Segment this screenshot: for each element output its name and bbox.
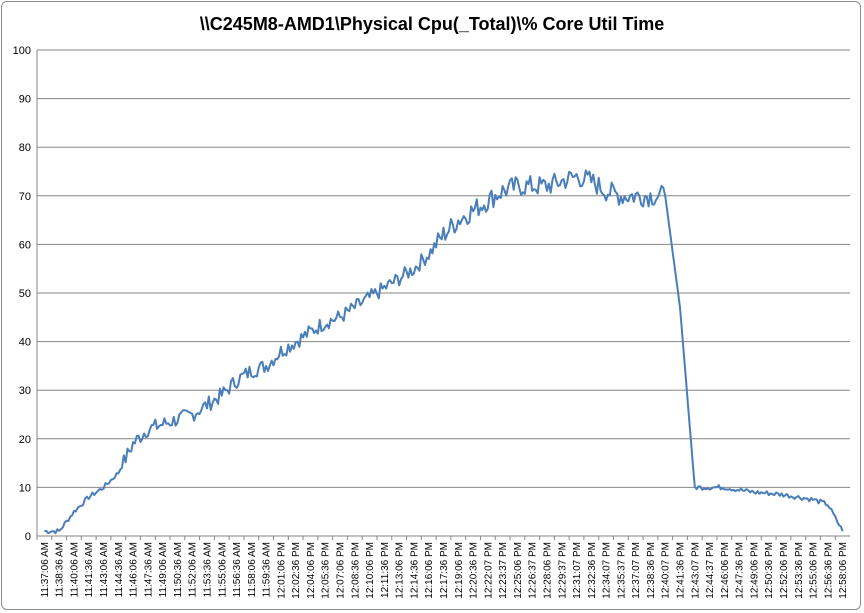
- x-tick-label: 12:53:36 PM: [794, 542, 805, 599]
- x-tick-label: 12:49:06 PM: [749, 542, 760, 599]
- x-tick-label: 12:04:06 PM: [306, 542, 317, 599]
- x-tick-label: 11:41:36 AM: [84, 542, 95, 597]
- x-tick-label: 12:32:36 PM: [587, 542, 598, 599]
- y-tick-label: 80: [19, 142, 31, 154]
- x-tick-label: 12:26:37 PM: [528, 542, 539, 599]
- x-tick-label: 12:23:37 PM: [498, 542, 509, 599]
- x-tick-label: 12:58:06 PM: [838, 542, 849, 599]
- x-tick-label: 12:25:06 PM: [513, 542, 524, 599]
- y-tick-label: 20: [19, 434, 31, 446]
- x-tick-label: 12:13:06 PM: [395, 542, 406, 599]
- x-tick-label: 12:11:36 PM: [380, 542, 391, 598]
- y-tick-label: 90: [19, 94, 31, 106]
- x-tick-label: 12:37:07 PM: [631, 542, 642, 599]
- x-tick-label: 12:34:07 PM: [602, 542, 613, 599]
- x-tick-label: 12:43:07 PM: [690, 542, 701, 599]
- x-tick-label: 12:22:07 PM: [483, 542, 494, 599]
- x-tick-label: 12:10:06 PM: [365, 542, 376, 599]
- x-tick-label: 12:05:36 PM: [321, 542, 332, 599]
- x-tick-label: 11:43:06 AM: [99, 542, 110, 597]
- x-tick-label: 11:50:36 AM: [173, 542, 184, 597]
- x-tick-label: 12:50:36 PM: [764, 542, 775, 599]
- x-axis-ticks: 11:37:06 AM 11:38:36 AM 11:40:06 AM 11:41:3…: [36, 536, 849, 599]
- series-line-cpu-util: [44, 169, 844, 535]
- x-tick-label: 12:41:36 PM: [676, 542, 687, 599]
- x-tick-label: 11:55:06 AM: [217, 542, 228, 597]
- x-tick-label: 12:19:06 PM: [454, 542, 465, 599]
- x-tick-label: 12:56:36 PM: [823, 542, 834, 599]
- y-tick-label: 10: [19, 482, 31, 494]
- x-tick-label: 11:58:06 AM: [247, 542, 258, 597]
- x-tick-label: 12:31:07 PM: [572, 542, 583, 599]
- x-tick-label: 12:35:37 PM: [616, 542, 627, 599]
- x-tick-label: 12:40:07 PM: [661, 542, 672, 599]
- x-tick-label: 11:52:06 AM: [188, 542, 199, 597]
- x-tick-label: 11:56:36 AM: [232, 542, 243, 597]
- x-tick-label: 12:47:36 PM: [735, 542, 746, 599]
- y-tick-label: 50: [19, 288, 31, 300]
- y-tick-label: 40: [19, 337, 31, 349]
- x-tick-label: 11:47:36 AM: [143, 542, 154, 597]
- y-tick-label: 30: [19, 385, 31, 397]
- x-tick-label: 12:17:36 PM: [439, 542, 450, 599]
- x-tick-label: 12:08:36 PM: [350, 542, 361, 599]
- x-tick-label: 12:38:36 PM: [646, 542, 657, 599]
- x-tick-label: 12:46:06 PM: [720, 542, 731, 599]
- x-tick-label: 12:29:37 PM: [557, 542, 568, 599]
- y-tick-label: 60: [19, 239, 31, 251]
- y-tick-label: 70: [19, 191, 31, 203]
- x-tick-label: 11:59:36 AM: [262, 542, 273, 597]
- y-axis-ticks: 0 10 20 30 40 50 60 70 80 90 100: [13, 45, 31, 543]
- x-tick-label: 12:28:06 PM: [542, 542, 553, 599]
- x-tick-label: 12:07:06 PM: [336, 542, 347, 599]
- x-tick-label: 11:46:06 AM: [129, 542, 140, 597]
- x-tick-label: 11:38:36 AM: [55, 542, 66, 597]
- x-tick-label: 12:01:06 PM: [276, 542, 287, 599]
- x-tick-label: 12:52:06 PM: [779, 542, 790, 599]
- x-tick-label: 11:37:06 AM: [40, 542, 51, 597]
- x-tick-label: 12:16:06 PM: [424, 542, 435, 599]
- x-tick-label: 12:55:06 PM: [809, 542, 820, 599]
- x-tick-label: 12:14:36 PM: [409, 542, 420, 599]
- x-tick-label: 12:20:36 PM: [469, 542, 480, 599]
- chart-title: \\C245M8-AMD1\Physical Cpu(_Total)\% Cor…: [200, 14, 664, 34]
- x-tick-label: 11:53:36 AM: [202, 542, 213, 597]
- gridlines: [37, 49, 850, 488]
- x-tick-label: 12:44:37 PM: [705, 542, 716, 599]
- x-tick-label: 11:44:36 AM: [114, 542, 125, 597]
- y-tick-label: 0: [25, 531, 31, 543]
- x-tick-label: 12:02:36 PM: [291, 542, 302, 599]
- x-tick-label: 11:40:06 AM: [69, 542, 80, 597]
- x-tick-label: 11:49:06 AM: [158, 542, 169, 597]
- y-tick-label: 100: [13, 45, 31, 57]
